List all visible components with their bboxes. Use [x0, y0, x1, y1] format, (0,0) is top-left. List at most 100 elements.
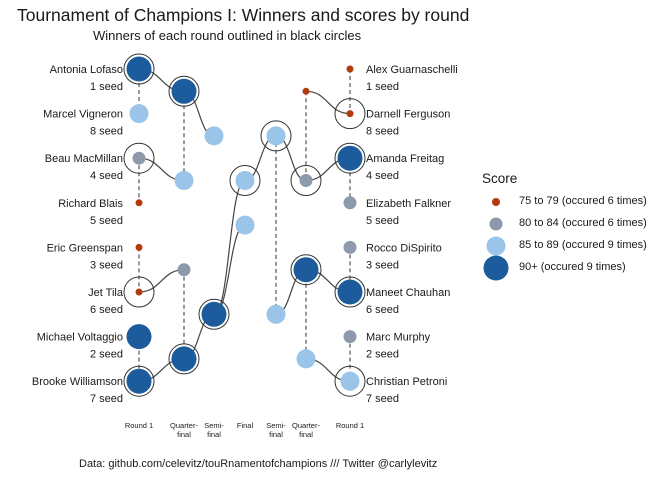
- round-label: Final: [237, 421, 254, 430]
- right-seed-name: Alex Guarnaschelli: [366, 64, 458, 76]
- winner-circle: [198, 298, 230, 330]
- legend-key: [482, 235, 510, 257]
- winner-circle: [290, 165, 322, 196]
- score-point: [299, 174, 313, 187]
- score-point: [126, 56, 152, 82]
- right-seed-name: Marc Murphy: [366, 332, 431, 344]
- score-points: [123, 53, 366, 397]
- legend-item: 80 to 84 (occured 6 times): [482, 213, 647, 235]
- score-point: [302, 87, 310, 95]
- winner-circle: [229, 165, 261, 196]
- left-seed-name: Michael Voltaggio: [37, 332, 123, 344]
- right-seed-rank: 4 seed: [366, 170, 399, 182]
- score-point: [132, 151, 146, 165]
- score-point: [337, 279, 363, 305]
- winner-circle: [334, 276, 366, 308]
- score-point: [201, 301, 227, 327]
- chart-subtitle: Winners of each round outlined in black …: [93, 28, 362, 43]
- round-label: Semi-final: [266, 421, 286, 439]
- score-point: [337, 145, 363, 171]
- legend-key: [482, 191, 510, 213]
- score-point: [343, 196, 357, 210]
- left-seed-name: Brooke Williamson: [32, 376, 123, 388]
- left-seed-rank: 4 seed: [90, 170, 123, 182]
- winner-circle: [334, 142, 366, 174]
- round-label: Round 1: [336, 421, 364, 430]
- left-seed-name: Antonia Lofaso: [50, 64, 123, 76]
- legend-label: 75 to 79 (occured 6 times): [519, 195, 647, 207]
- left-seed-rank: 6 seed: [90, 304, 123, 316]
- left-seed-rank: 2 seed: [90, 349, 123, 361]
- right-seed-rank: 7 seed: [366, 393, 399, 405]
- score-point: [135, 243, 143, 251]
- winner-circle: [123, 142, 155, 174]
- round-label: Quarter-final: [170, 421, 198, 439]
- score-point: [126, 324, 152, 350]
- left-seed-name: Beau MacMillan: [45, 153, 123, 165]
- score-point: [177, 263, 191, 277]
- score-point: [174, 171, 194, 190]
- left-seed-rank: 3 seed: [90, 259, 123, 271]
- winner-circle: [260, 120, 292, 152]
- score-point: [235, 171, 255, 190]
- score-point: [126, 368, 152, 394]
- right-seed-name: Christian Petroni: [366, 376, 447, 388]
- score-point: [293, 257, 319, 283]
- score-point: [343, 240, 357, 254]
- right-seed-name: Maneet Chauhan: [366, 287, 450, 299]
- score-point: [235, 215, 255, 235]
- winner-circle: [123, 53, 155, 85]
- score-point: [266, 304, 286, 324]
- legend-label: 85 to 89 (occured 9 times): [519, 239, 647, 251]
- score-point: [204, 126, 224, 146]
- caption: Data: github.com/celevitz/touRnamentofch…: [79, 458, 438, 470]
- score-point: [296, 349, 316, 369]
- winner-path: [138, 224, 246, 382]
- legend-title: Score: [482, 171, 518, 186]
- score-point: [171, 78, 197, 104]
- left-seed-rank: 1 seed: [90, 81, 123, 93]
- winner-circle: [290, 254, 322, 286]
- left-seed-name: Marcel Vigneron: [43, 109, 123, 121]
- left-seed-rank: 8 seed: [90, 126, 123, 138]
- legend-item: 85 to 89 (occured 9 times): [482, 235, 647, 257]
- right-seed-rank: 6 seed: [366, 304, 399, 316]
- round-label: Semi-final: [204, 421, 224, 439]
- legend-key: [482, 213, 510, 235]
- winner-circle: [168, 343, 200, 375]
- winner-circle: [123, 276, 155, 308]
- left-seed-name: Eric Greenspan: [47, 242, 123, 254]
- round-label: Quarter-final: [292, 421, 320, 439]
- round-label: Round 1: [125, 421, 153, 430]
- seed-labels: Antonia Lofaso 1 seed Marcel Vigneron 8 see…: [32, 64, 458, 405]
- legend: Score 75 to 79 (occured 6 times) 80 to 8…: [482, 171, 647, 281]
- score-point: [129, 104, 149, 124]
- right-seed-name: Darnell Ferguson: [366, 109, 450, 121]
- winner-path: [305, 90, 351, 115]
- right-seed-rank: 2 seed: [366, 349, 399, 361]
- chart-title: Tournament of Champions I: Winners and s…: [17, 5, 470, 25]
- score-point: [135, 199, 143, 207]
- right-seed-name: Rocco DiSpirito: [366, 242, 442, 254]
- left-seed-name: Jet Tila: [88, 287, 124, 299]
- right-seed-name: Amanda Freitag: [366, 153, 444, 165]
- left-seed-rank: 7 seed: [90, 393, 123, 405]
- left-seed-name: Richard Blais: [58, 198, 123, 210]
- right-seed-rank: 3 seed: [366, 259, 399, 271]
- legend-label: 80 to 84 (occured 6 times): [519, 217, 647, 229]
- score-point: [343, 330, 357, 344]
- score-point: [266, 126, 286, 146]
- score-point: [340, 371, 360, 391]
- winner-circle: [334, 365, 366, 397]
- right-seed-rank: 5 seed: [366, 215, 399, 227]
- winner-circle: [334, 98, 366, 130]
- right-seed-name: Elizabeth Falkner: [366, 198, 451, 210]
- winner-circle: [123, 365, 155, 397]
- right-seed-rank: 8 seed: [366, 126, 399, 138]
- round-labels: Round 1 Quarter-final Semi-final Final Semi-…: [125, 421, 364, 439]
- legend-label: 90+ (occured 9 times): [519, 261, 626, 273]
- score-point: [135, 288, 143, 296]
- right-seed-rank: 1 seed: [366, 81, 399, 93]
- left-seed-rank: 5 seed: [90, 215, 123, 227]
